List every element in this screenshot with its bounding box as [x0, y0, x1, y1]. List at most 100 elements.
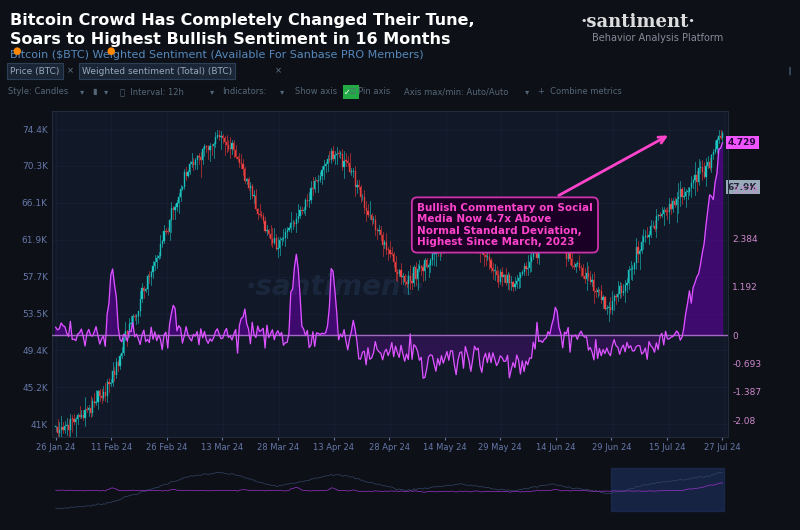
Bar — [86, 409, 87, 410]
Bar — [286, 230, 288, 232]
Text: ☑: ☑ — [348, 87, 355, 96]
Bar — [498, 275, 499, 282]
Bar — [290, 223, 291, 228]
Bar — [299, 210, 301, 216]
Bar — [649, 235, 650, 237]
Bar — [369, 215, 370, 216]
Text: Style: Candles: Style: Candles — [8, 87, 68, 96]
Bar — [567, 251, 569, 260]
Bar — [162, 241, 163, 244]
Bar — [77, 415, 78, 419]
Bar — [430, 260, 431, 265]
Bar — [417, 269, 418, 279]
Bar — [591, 280, 593, 282]
Bar — [382, 235, 383, 245]
Bar — [634, 263, 635, 269]
Bar — [75, 419, 77, 422]
Bar — [64, 426, 66, 430]
Bar — [646, 236, 648, 237]
Bar — [586, 273, 587, 279]
Bar — [95, 402, 97, 403]
Bar — [401, 270, 402, 277]
Bar — [597, 290, 598, 293]
Bar — [584, 276, 586, 279]
Bar — [354, 171, 356, 187]
Bar — [386, 242, 387, 250]
Bar — [670, 205, 672, 209]
Bar — [560, 238, 562, 240]
Bar — [663, 210, 664, 214]
Bar — [514, 284, 515, 287]
Bar — [635, 246, 637, 263]
Bar — [224, 138, 226, 142]
Bar — [690, 183, 692, 188]
Bar — [687, 191, 688, 192]
Bar — [418, 266, 420, 269]
Bar — [441, 250, 442, 252]
Bar — [213, 144, 214, 146]
Bar — [707, 162, 708, 166]
Bar — [465, 234, 466, 236]
Text: ▾: ▾ — [280, 87, 284, 96]
Bar — [722, 132, 723, 138]
Bar — [61, 428, 62, 430]
Bar — [450, 239, 451, 241]
Bar — [92, 401, 93, 413]
Bar — [711, 155, 712, 168]
Bar — [472, 238, 474, 245]
Bar — [362, 197, 363, 198]
Bar — [358, 184, 359, 187]
Bar — [206, 146, 207, 147]
Bar — [639, 251, 641, 254]
Bar — [309, 200, 310, 201]
Text: Bullish Commentary on Social
Media Now 4.7x Above
Normal Standard Deviation,
Hig: Bullish Commentary on Social Media Now 4… — [417, 137, 666, 248]
Bar — [674, 201, 675, 205]
Text: ▾: ▾ — [525, 87, 530, 96]
Bar — [171, 208, 172, 220]
Bar — [90, 408, 91, 413]
Text: ●: ● — [12, 46, 21, 56]
Bar — [303, 210, 304, 211]
Bar — [353, 171, 354, 172]
Bar — [474, 244, 475, 245]
Bar — [191, 162, 192, 164]
Bar — [610, 307, 611, 310]
Text: Show axis: Show axis — [295, 87, 337, 96]
Bar — [237, 156, 238, 159]
Bar — [503, 275, 505, 277]
Bar — [259, 214, 260, 215]
Bar — [200, 157, 202, 160]
Bar — [343, 161, 345, 167]
Bar — [676, 199, 677, 205]
Bar — [261, 215, 262, 216]
Bar — [398, 270, 400, 274]
Bar — [68, 425, 69, 430]
Bar — [713, 152, 714, 155]
Bar — [99, 391, 100, 396]
Bar — [387, 249, 389, 250]
Bar — [566, 250, 567, 260]
Bar — [108, 382, 110, 384]
Bar — [180, 189, 181, 197]
Bar — [79, 415, 80, 417]
Text: ✓: ✓ — [344, 87, 350, 96]
Text: ▾: ▾ — [210, 87, 214, 96]
Bar — [194, 161, 196, 165]
Bar — [312, 188, 314, 189]
Bar — [330, 151, 332, 160]
Bar — [494, 270, 495, 271]
Bar — [143, 288, 145, 291]
Bar — [628, 270, 630, 283]
Bar — [540, 241, 542, 248]
Bar — [595, 292, 596, 293]
Bar — [174, 207, 176, 210]
Bar — [518, 278, 519, 281]
Bar — [265, 221, 266, 231]
Bar — [428, 265, 429, 267]
Bar — [656, 216, 657, 229]
Bar — [178, 197, 179, 202]
Bar — [360, 187, 362, 198]
Bar — [316, 180, 317, 181]
Bar — [257, 209, 258, 214]
Bar — [455, 234, 457, 235]
